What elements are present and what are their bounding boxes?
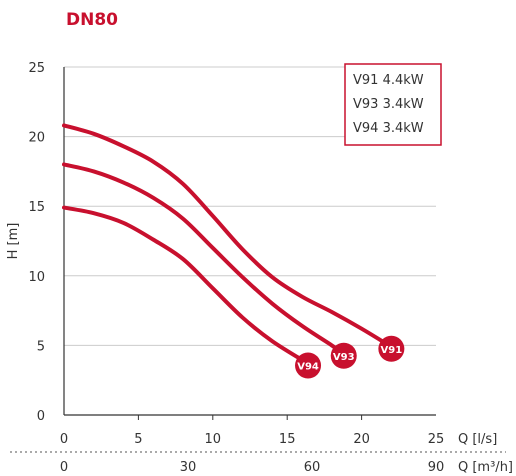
x2-tick-label-30: 30 xyxy=(180,460,197,475)
x-tick-label-25: 25 xyxy=(428,432,445,447)
series-end-marker-v93 xyxy=(330,342,357,369)
x-tick-label-15: 15 xyxy=(279,432,296,447)
x-tick-label-5: 5 xyxy=(134,432,142,447)
series-end-marker-v94 xyxy=(295,352,322,379)
series-line-v93 xyxy=(62,162,346,356)
y-tick-label-25: 25 xyxy=(28,61,45,76)
x2-tick-label-0: 0 xyxy=(60,460,68,475)
x-tick-label-0: 0 xyxy=(60,432,68,447)
y-tick-label-10: 10 xyxy=(28,270,45,285)
series-end-labels: V91 V93 V94 xyxy=(295,335,405,379)
y-axis-label: H [m] xyxy=(6,223,21,260)
legend-entry-3: V94 3.4kW xyxy=(353,121,424,136)
x-tick-label-20: 20 xyxy=(353,432,370,447)
series-end-label-v94: V94 xyxy=(297,361,319,372)
x2-axis-label: Q [m³/h] xyxy=(458,460,513,475)
series-end-label-v93: V93 xyxy=(333,352,355,363)
y-tick-label-0: 0 xyxy=(37,409,45,424)
series-end-label-v91: V91 xyxy=(381,345,403,356)
legend: V91 4.4kW V93 3.4kW V94 3.4kW xyxy=(344,63,442,146)
legend-box xyxy=(344,63,442,146)
y-tick-label-5: 5 xyxy=(37,339,45,354)
legend-entry-1: V91 4.4kW xyxy=(353,73,424,88)
series-line-v91 xyxy=(62,123,394,349)
y-tick-label-20: 20 xyxy=(28,131,45,146)
legend-entry-2: V93 3.4kW xyxy=(353,97,424,112)
series-lines xyxy=(62,123,394,366)
x-tick-label-10: 10 xyxy=(205,432,222,447)
series-end-marker-v91 xyxy=(378,335,405,362)
chart-title: DN80 xyxy=(66,10,118,30)
x2-tick-label-60: 60 xyxy=(304,460,321,475)
x2-tick-label-90: 90 xyxy=(428,460,445,475)
series-line-v94 xyxy=(62,205,311,366)
y-tick-label-15: 15 xyxy=(28,200,45,215)
x-axis-label: Q [l/s] xyxy=(458,432,497,447)
